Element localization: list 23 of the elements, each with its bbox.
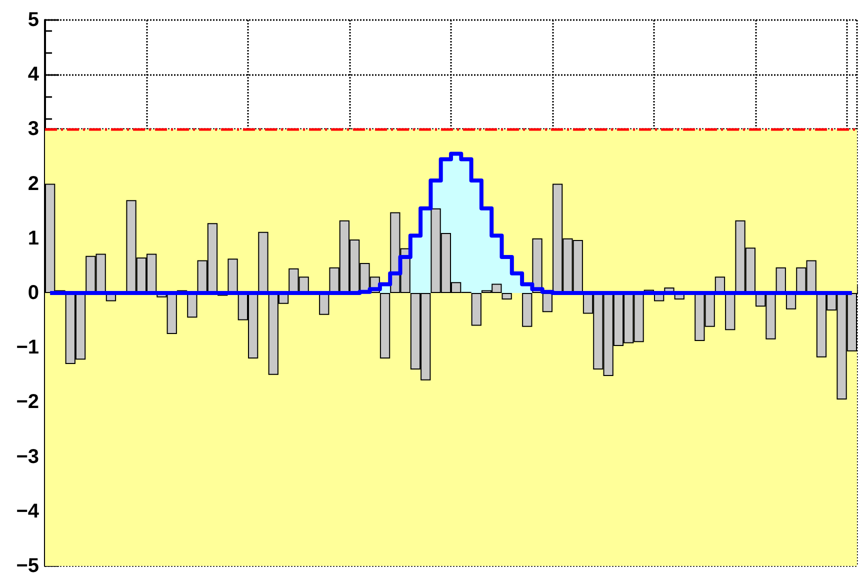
y-tick-label: 1 <box>28 227 39 250</box>
y-tick-label: 0 <box>28 282 39 304</box>
y-tick-label: −3 <box>16 446 39 468</box>
y-tick-label: 5 <box>28 9 39 31</box>
y-tick-label: −4 <box>16 500 40 522</box>
y-tick-label: 3 <box>28 118 39 140</box>
bar <box>725 293 736 330</box>
y-tick-label: −1 <box>16 336 39 359</box>
bar <box>502 293 512 300</box>
y-tick-label: 2 <box>28 172 39 195</box>
y-tick-label: −5 <box>16 555 39 577</box>
bar <box>522 293 532 327</box>
bar <box>776 267 786 293</box>
y-tick-label: 4 <box>28 64 40 86</box>
bar <box>187 293 198 318</box>
bar <box>228 258 238 293</box>
bar <box>542 293 552 312</box>
y-tick-label: −2 <box>16 391 39 414</box>
bar <box>532 238 542 293</box>
bar <box>471 293 482 326</box>
bar <box>380 293 390 359</box>
bar <box>319 293 330 315</box>
bar <box>258 232 268 293</box>
